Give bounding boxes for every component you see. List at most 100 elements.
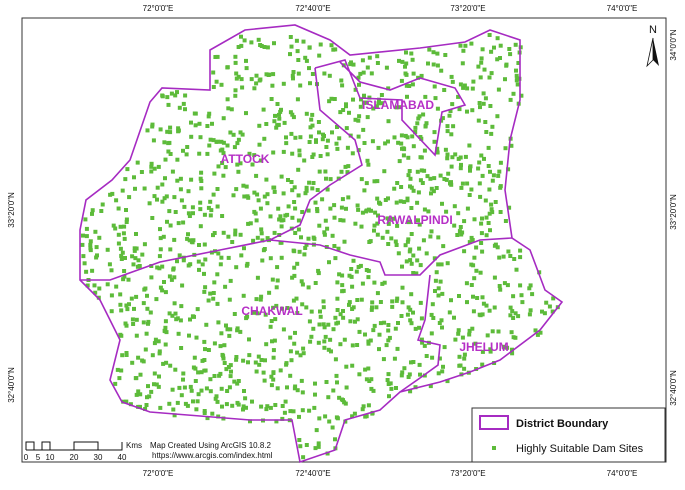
dam-site bbox=[366, 268, 371, 273]
dam-site bbox=[355, 343, 360, 347]
dam-site bbox=[248, 221, 253, 226]
dam-site bbox=[422, 343, 427, 348]
dam-site bbox=[158, 127, 163, 132]
dam-site bbox=[268, 214, 273, 219]
dam-site bbox=[146, 319, 151, 324]
dam-site bbox=[394, 386, 398, 390]
dam-site bbox=[310, 186, 315, 191]
dam-site bbox=[120, 188, 125, 193]
dam-site bbox=[166, 141, 171, 146]
dam-site bbox=[234, 357, 239, 362]
dam-site bbox=[235, 141, 240, 146]
dam-site bbox=[490, 329, 495, 334]
dam-site bbox=[356, 265, 361, 269]
dam-site bbox=[233, 228, 238, 233]
dam-site bbox=[260, 258, 265, 263]
dam-site bbox=[264, 407, 269, 412]
dam-site bbox=[145, 395, 149, 400]
dam-site bbox=[235, 400, 240, 405]
dam-site bbox=[484, 130, 489, 134]
dam-site bbox=[109, 268, 114, 273]
dam-site bbox=[224, 402, 229, 407]
dam-site bbox=[350, 363, 355, 368]
dam-site bbox=[497, 255, 502, 260]
dam-site bbox=[338, 342, 343, 347]
dam-site bbox=[405, 239, 410, 244]
dam-site bbox=[259, 227, 264, 232]
dam-site bbox=[497, 284, 502, 288]
dam-site bbox=[219, 139, 224, 144]
dam-site bbox=[186, 211, 191, 216]
dam-site bbox=[333, 357, 338, 362]
dam-site bbox=[498, 210, 503, 214]
dam-site bbox=[304, 188, 309, 193]
dam-site bbox=[160, 93, 165, 98]
dam-site bbox=[396, 251, 401, 256]
dam-site bbox=[408, 258, 413, 263]
scale-label: 5 bbox=[36, 453, 41, 462]
dam-site bbox=[285, 385, 289, 390]
dam-site bbox=[359, 177, 364, 182]
dam-site bbox=[479, 221, 484, 226]
dam-site bbox=[175, 178, 180, 183]
dam-site bbox=[278, 368, 283, 373]
graticule-label: 32°40'0"N bbox=[669, 370, 678, 406]
dam-site bbox=[307, 45, 312, 50]
dam-site bbox=[386, 221, 391, 226]
dam-site bbox=[467, 240, 472, 245]
dam-site bbox=[341, 398, 345, 403]
dam-site bbox=[386, 338, 391, 343]
dam-site bbox=[498, 160, 503, 165]
graticule-label: 74°0'0"E bbox=[607, 469, 638, 478]
dam-site bbox=[271, 355, 276, 360]
dam-site bbox=[366, 275, 371, 280]
dam-site bbox=[145, 128, 150, 133]
dam-site bbox=[338, 218, 343, 223]
dam-site bbox=[362, 93, 366, 98]
dam-site bbox=[85, 283, 90, 288]
dam-site bbox=[279, 255, 284, 260]
dam-site bbox=[498, 287, 503, 292]
dam-site bbox=[350, 307, 355, 311]
dam-site bbox=[333, 47, 338, 52]
dam-site bbox=[448, 109, 453, 113]
dam-site bbox=[149, 389, 154, 394]
dam-site bbox=[238, 329, 243, 334]
dam-site bbox=[199, 170, 204, 175]
dam-site bbox=[181, 148, 185, 153]
dam-site bbox=[395, 346, 400, 351]
dam-site bbox=[288, 35, 293, 39]
dam-site bbox=[213, 55, 218, 59]
dam-site bbox=[254, 369, 259, 374]
dam-site bbox=[185, 236, 190, 241]
dam-site bbox=[401, 153, 406, 158]
dam-site bbox=[452, 204, 457, 209]
dam-site bbox=[288, 110, 293, 115]
dam-site bbox=[296, 58, 301, 62]
dam-site bbox=[372, 223, 377, 228]
dam-site bbox=[447, 310, 452, 315]
dam-site bbox=[351, 97, 355, 102]
dam-site bbox=[477, 160, 482, 165]
dam-site bbox=[478, 75, 483, 80]
dam-site bbox=[365, 65, 370, 70]
dam-site bbox=[256, 37, 261, 42]
dam-site bbox=[152, 382, 156, 387]
dam-site bbox=[477, 101, 482, 105]
dam-site bbox=[479, 56, 484, 61]
dam-site bbox=[155, 185, 160, 190]
dam-site bbox=[158, 247, 163, 252]
dam-site bbox=[418, 135, 423, 139]
dam-site bbox=[273, 113, 277, 118]
dam-site bbox=[215, 187, 220, 191]
dam-site bbox=[422, 168, 427, 173]
dam-site bbox=[429, 331, 434, 336]
dam-site bbox=[312, 236, 317, 241]
dam-site bbox=[392, 135, 397, 140]
dam-site bbox=[267, 290, 272, 295]
dam-site bbox=[356, 75, 361, 80]
dam-site bbox=[390, 304, 395, 309]
dam-site bbox=[156, 384, 161, 389]
dam-site bbox=[189, 134, 194, 139]
dam-site bbox=[397, 159, 402, 164]
